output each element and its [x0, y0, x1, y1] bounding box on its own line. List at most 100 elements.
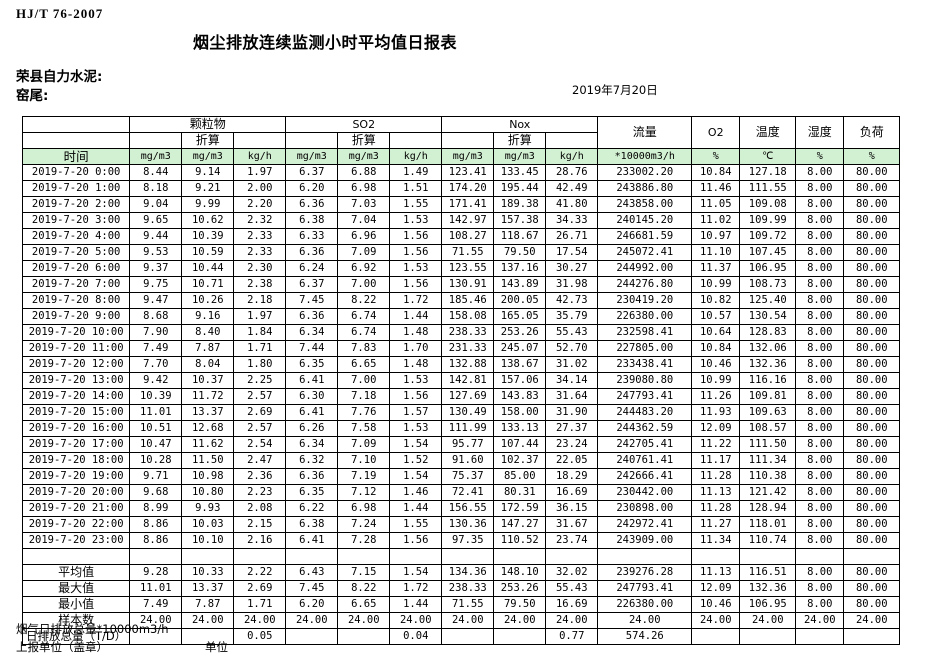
cell-value: 1.54 [389, 468, 443, 485]
summary-value: 80.00 [843, 596, 901, 613]
header-unit-so2-kg: kg/h [389, 148, 443, 165]
table-row: 2019-7-20 2:00 9.04 9.99 2.20 6.36 7.03 1.55 17… [21, 196, 901, 213]
cell-value: 6.92 [337, 260, 391, 277]
summary-value: 24.00 [441, 612, 495, 629]
cell-value: 8.00 [795, 372, 845, 389]
summary-row: 最大值 11.01 13.37 2.69 7.45 8.22 1.72 238.33 253.2… [21, 580, 901, 597]
header-blank-so2-raw [285, 132, 339, 149]
cell-value: 7.49 [129, 340, 183, 357]
cell-value: 7.12 [337, 484, 391, 501]
cell-value: 80.00 [843, 388, 901, 405]
summary-value: 239276.28 [597, 564, 693, 581]
cell-value: 1.55 [389, 516, 443, 533]
cell-value: 189.38 [493, 196, 547, 213]
cell-value: 1.97 [233, 308, 287, 325]
cell-value: 6.98 [337, 500, 391, 517]
cell-value: 10.51 [129, 420, 183, 437]
cell-value: 80.00 [843, 468, 901, 485]
summary-value: 24.00 [597, 612, 693, 629]
summary-value: 32.02 [545, 564, 599, 581]
header-blank-nox-raw [441, 132, 495, 149]
cell-value: 11.13 [691, 484, 741, 501]
header-unit-particulate-mg: mg/m3 [129, 148, 183, 165]
summary-value: 24.00 [493, 612, 547, 629]
cell-value: 11.93 [691, 404, 741, 421]
cell-value: 8.44 [129, 164, 183, 181]
cell-value: 10.47 [129, 436, 183, 453]
daily-total-value: 0.04 [389, 628, 443, 645]
cell-value: 80.00 [843, 164, 901, 181]
cell-value: 80.00 [843, 436, 901, 453]
cell-value: 8.00 [795, 244, 845, 261]
cell-time: 2019-7-20 23:00 [21, 532, 131, 549]
summary-value: 12.09 [691, 580, 741, 597]
cell-value: 109.72 [739, 228, 797, 245]
cell-value: 227805.00 [597, 340, 693, 357]
table-row: 2019-7-20 16:00 10.51 12.68 2.57 6.26 7.58 1.5… [21, 420, 901, 437]
cell-value: 8.00 [795, 356, 845, 373]
cell-value: 1.56 [389, 276, 443, 293]
cell-value: 7.90 [129, 324, 183, 341]
cell-value: 42.49 [545, 180, 599, 197]
cell-value: 6.74 [337, 308, 391, 325]
cell-value: 10.62 [181, 212, 235, 229]
cell-value: 8.00 [795, 276, 845, 293]
summary-value: 226380.00 [597, 596, 693, 613]
cell-value: 6.96 [337, 228, 391, 245]
cell-value: 6.36 [285, 308, 339, 325]
cell-value: 2.33 [233, 228, 287, 245]
cell-value: 22.05 [545, 452, 599, 469]
cell-value: 8.00 [795, 388, 845, 405]
cell-value: 7.19 [337, 468, 391, 485]
header-converted-nox: 折算 [493, 132, 547, 149]
cell-value: 8.00 [795, 324, 845, 341]
cell-value: 6.34 [285, 324, 339, 341]
summary-value: 11.13 [691, 564, 741, 581]
report-table-body: 2019-7-20 0:00 8.44 9.14 1.97 6.37 6.88 1.49 12… [21, 164, 901, 645]
cell-value: 85.00 [493, 468, 547, 485]
cell-value: 8.00 [795, 452, 845, 469]
cell-value: 80.00 [843, 292, 901, 309]
header-group-nox: Nox [441, 116, 599, 133]
cell-value: 11.46 [691, 180, 741, 197]
cell-value: 245072.41 [597, 244, 693, 261]
cell-value: 1.53 [389, 260, 443, 277]
cell-value: 6.34 [285, 436, 339, 453]
cell-time: 2019-7-20 6:00 [21, 260, 131, 277]
cell-value: 2.32 [233, 212, 287, 229]
cell-value: 36.15 [545, 500, 599, 517]
cell-value: 110.74 [739, 532, 797, 549]
daily-total-value [795, 628, 845, 645]
cell-value: 244276.80 [597, 276, 693, 293]
cell-value: 71.55 [441, 244, 495, 261]
cell-value: 118.67 [493, 228, 547, 245]
cell-value: 230419.20 [597, 292, 693, 309]
cell-value: 1.53 [389, 420, 443, 437]
cell-value: 8.00 [795, 500, 845, 517]
cell-value: 147.27 [493, 516, 547, 533]
cell-value: 185.46 [441, 292, 495, 309]
cell-value: 8.40 [181, 324, 235, 341]
summary-value: 79.50 [493, 596, 547, 613]
summary-value: 8.00 [795, 596, 845, 613]
summary-value: 1.54 [389, 564, 443, 581]
cell-value: 6.88 [337, 164, 391, 181]
spacer-row [21, 548, 901, 565]
summary-value: 24.00 [233, 612, 287, 629]
cell-value: 244362.59 [597, 420, 693, 437]
table-row: 2019-7-20 4:00 9.44 10.39 2.33 6.33 6.96 1.56 1… [21, 228, 901, 245]
cell-value: 130.49 [441, 404, 495, 421]
cell-value: 9.53 [129, 244, 183, 261]
cell-value: 6.98 [337, 180, 391, 197]
header-time-label: 时间 [21, 148, 131, 165]
cell-time: 2019-7-20 20:00 [21, 484, 131, 501]
cell-value: 2.00 [233, 180, 287, 197]
summary-value: 10.46 [691, 596, 741, 613]
cell-value: 239080.80 [597, 372, 693, 389]
cell-value: 8.00 [795, 404, 845, 421]
summary-row: 平均值 9.28 10.33 2.22 6.43 7.15 1.54 134.36 148.10… [21, 564, 901, 581]
cell-value: 95.77 [441, 436, 495, 453]
cell-value: 34.14 [545, 372, 599, 389]
summary-value: 6.65 [337, 596, 391, 613]
cell-value: 1.51 [389, 180, 443, 197]
